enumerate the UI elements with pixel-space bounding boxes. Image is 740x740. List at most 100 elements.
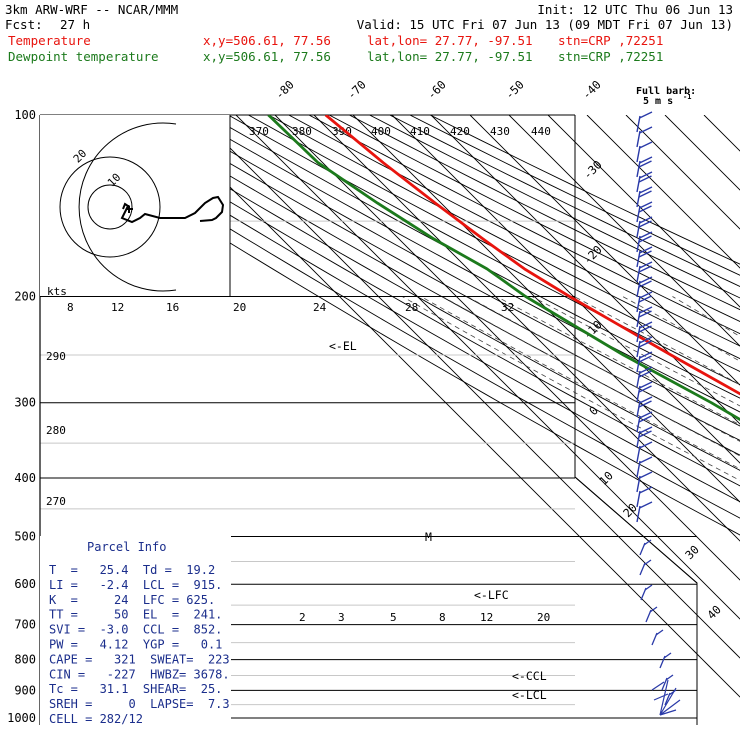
dry-adiabat [66, 115, 740, 503]
el-marker: <-EL [329, 339, 357, 353]
temperature-station: stn=CRP ,72251 [558, 33, 663, 48]
theta-label: 430 [490, 125, 510, 138]
diagram-grid [40, 115, 740, 698]
dewpoint-latlon: lat,lon= 27.77, -97.51 [367, 49, 533, 64]
moist-adiabat [467, 296, 740, 442]
moist-adiabat [496, 296, 740, 426]
theta-label: 380 [292, 125, 312, 138]
parcel-info-row: LI = -2.4 LCL = 915. [49, 578, 222, 592]
theta-labels: 370 380 390 400 410 420 430 440 290 280 … [46, 125, 551, 508]
wind-barb [636, 396, 653, 418]
theta-label: 370 [249, 125, 269, 138]
dewpoint-xy: x,y=506.61, 77.56 [203, 49, 331, 64]
dry-adiabat [46, 115, 740, 519]
header: 3km ARW-WRF -- NCAR/MMM Init: 12 UTC Thu… [5, 2, 733, 64]
isotherm [586, 115, 740, 269]
wind-barb [661, 674, 674, 691]
dry-adiabat [106, 115, 740, 471]
speed-label-32: 32 [501, 301, 514, 314]
isotherm [352, 115, 740, 503]
hodograph-ring-outer [78, 122, 177, 292]
model-title: 3km ARW-WRF -- NCAR/MMM [5, 2, 178, 17]
isotherm [313, 115, 740, 542]
full-barb-exponent: -1 [683, 93, 691, 101]
temperature-legend: Temperature [8, 33, 91, 48]
isotherm-label: -80 [272, 77, 297, 102]
mixing-ratio-label: 8 [439, 611, 446, 624]
parcel-info-title: Parcel Info [87, 540, 166, 554]
wind-barb [636, 426, 653, 448]
wind-barb [636, 411, 653, 433]
wind-barb [651, 629, 664, 646]
isotherm [157, 115, 740, 698]
mixing-ratio-label: 20 [537, 611, 550, 624]
parcel-info-row: TT = 50 EL = 241. [49, 608, 222, 622]
wind-barb [636, 111, 653, 133]
pressure-label: 500 [14, 529, 36, 543]
wind-barb [636, 351, 653, 373]
moist-adiabat [442, 296, 740, 457]
mixing-ratio-labels: 2 3 5 8 12 20 [299, 611, 550, 624]
level-annotations: <-EL <-LFC <-CCL <-LCL M [329, 339, 547, 702]
wind-barb [636, 456, 653, 478]
theta-label: 400 [371, 125, 391, 138]
isotherm [469, 115, 740, 386]
isotherm-label: -40 [579, 77, 604, 102]
speed-scale: kts 8 12 16 20 24 28 32 [47, 285, 514, 314]
parcel-info-row: SVI = -3.0 CCL = 852. [49, 623, 222, 637]
dry-adiabat [248, 115, 740, 373]
theta-label-left: 290 [46, 350, 66, 363]
wind-barb [636, 141, 653, 163]
wind-barb [636, 231, 653, 253]
wind-barb [636, 291, 653, 313]
wind-barb [636, 486, 653, 508]
hodograph: 20 10 [40, 115, 231, 296]
wind-barb [639, 539, 652, 556]
wind-barb [636, 336, 653, 358]
isotherm [547, 115, 740, 308]
lfc-marker: <-LFC [474, 588, 509, 602]
parcel-info-row: Tc = 31.1 SHEAR= 25. [49, 682, 222, 696]
wind-barb [636, 501, 653, 523]
speed-label-28: 28 [405, 301, 418, 314]
parcel-info-row: CAPE = 321 SWEAT= 223 [49, 652, 230, 666]
dry-adiabat [369, 115, 740, 299]
dewpoint-legend: Dewpoint temperature [8, 49, 159, 64]
parcel-info-row: SREH = 0 LAPSE= 7.3 [49, 697, 230, 711]
isotherm-label: 30 [682, 542, 702, 562]
mixing-ratio-label: 5 [390, 611, 397, 624]
dry-adiabat [429, 115, 740, 265]
temperature-profile [324, 115, 740, 396]
dry-adiabat [187, 115, 740, 413]
wind-barb [636, 276, 653, 298]
temperature-xy: x,y=506.61, 77.56 [203, 33, 331, 48]
wind-barb [636, 321, 653, 343]
theta-label-left: 270 [46, 495, 66, 508]
isotherm [664, 115, 740, 191]
wind-barb [639, 559, 652, 576]
dewpoint-profile [267, 115, 740, 422]
pressure-label: 400 [14, 471, 36, 485]
pressure-labels: 100 200 300 400 500 600 700 800 900 1000 [7, 108, 36, 725]
isotherm [625, 115, 740, 230]
pressure-label: 900 [14, 683, 36, 697]
wind-barbs [636, 111, 681, 716]
speed-label-24: 24 [313, 301, 327, 314]
parcel-info-row: CIN = -227 HWBZ= 3678. [49, 667, 230, 681]
isotherm-label: -60 [424, 77, 449, 102]
pressure-label: 700 [14, 618, 36, 632]
wind-barb [636, 216, 653, 238]
wind-barb [659, 652, 672, 669]
wind-barb [636, 201, 653, 223]
speed-label-20: 20 [233, 301, 246, 314]
full-barb-label: Full barb: [636, 86, 696, 97]
speed-label-8: 8 [67, 301, 74, 314]
wind-barb [636, 186, 653, 208]
ccl-marker: <-CCL [512, 669, 547, 683]
dry-adiabat [127, 115, 740, 456]
theta-label: 440 [531, 125, 551, 138]
fcst-hours: 27 h [60, 17, 90, 32]
dewpoint-station: stn=CRP ,72251 [558, 49, 663, 64]
lcl-marker: <-LCL [512, 688, 547, 702]
wind-barb [636, 156, 653, 178]
